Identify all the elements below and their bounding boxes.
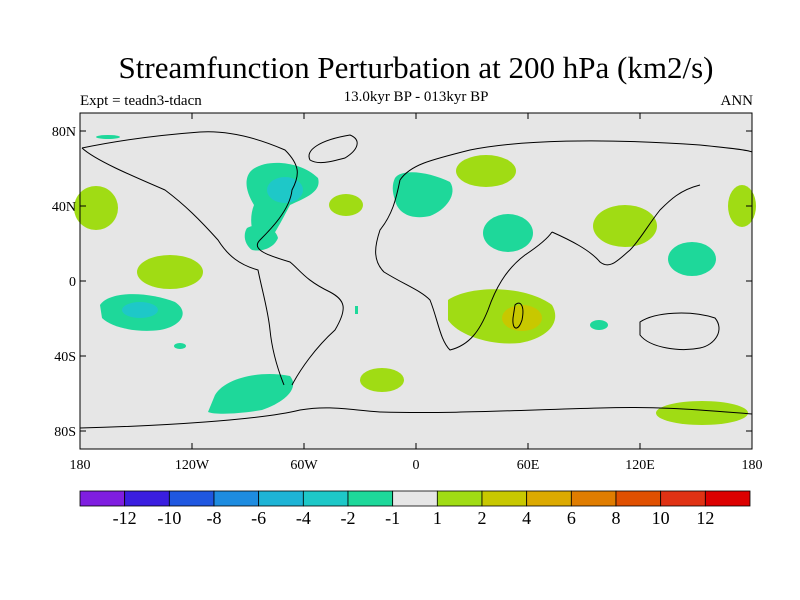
lon-label-180-west: 180 — [70, 458, 91, 473]
contour-teal-arabia — [483, 214, 533, 252]
contour-cyan-north-america — [267, 177, 303, 203]
experiment-label: Expt = teadn3-tdacn — [80, 93, 202, 109]
lat-ticks — [80, 130, 752, 432]
colorbar-label: -6 — [251, 508, 266, 528]
contour-teal-south-atlantic — [208, 374, 294, 414]
coastline-australia — [639, 312, 720, 350]
colorbar-swatch — [124, 490, 170, 507]
lon-ticks — [79, 113, 753, 449]
colorbar-swatch — [570, 490, 617, 507]
contour-fills — [74, 135, 756, 425]
contour-green-east-pacific — [137, 255, 203, 289]
contour-teal-arctic — [96, 135, 120, 139]
colorbar-swatch — [481, 490, 528, 507]
colorbar-label: -8 — [207, 508, 222, 528]
colorbar-swatch — [79, 490, 126, 507]
coastline-antarctica — [79, 406, 753, 429]
colorbar-label: 1 — [433, 508, 442, 528]
lat-label-0: 0 — [69, 275, 76, 290]
colorbar-swatch — [436, 490, 483, 507]
lat-label-80s: 80S — [54, 425, 76, 440]
colorbar-label: -10 — [157, 508, 181, 528]
colorbar-label: -4 — [296, 508, 311, 528]
coastline-eurasia-north — [399, 140, 753, 181]
coastline-americas-west — [81, 147, 285, 386]
contour-green-south-atlantic — [360, 368, 404, 392]
contour-green-china — [593, 205, 657, 247]
colorbar-swatch — [615, 490, 662, 507]
colorbar-label: 2 — [478, 508, 487, 528]
contour-green-north-atlantic — [329, 194, 363, 216]
chart-title: Streamfunction Perturbation at 200 hPa (… — [118, 50, 714, 85]
lon-labels: 180 120W 60W 0 60E 120E 180 — [70, 458, 763, 473]
colorbar-swatch — [302, 490, 349, 507]
coastline-africa — [375, 179, 553, 351]
colorbar-swatch — [704, 490, 751, 507]
coastlines — [79, 131, 753, 429]
contour-green-north-pacific-east — [728, 185, 756, 227]
coastline-madagascar — [512, 302, 524, 329]
lon-label-120e: 120E — [625, 458, 655, 473]
coastline-greenland — [308, 134, 358, 164]
colorbar-label: -2 — [341, 508, 356, 528]
contour-green-russia — [456, 155, 516, 187]
colorbar-label: -12 — [113, 508, 137, 528]
lat-label-40n: 40N — [52, 200, 76, 215]
colorbar-swatch — [526, 490, 572, 507]
contour-cyan-south-pacific — [122, 302, 158, 318]
contour-teal-caribbean — [244, 225, 278, 251]
contour-green-north-pacific-west — [74, 186, 118, 230]
colorbar-swatch — [168, 490, 215, 507]
colorbar-swatch — [213, 490, 260, 507]
colorbar-label: 10 — [652, 508, 670, 528]
colorbar-label: 6 — [567, 508, 576, 528]
contour-teal-small-pacific — [174, 343, 186, 349]
lon-label-60w: 60W — [290, 458, 318, 473]
contour-teal-europe — [392, 172, 453, 218]
lat-label-40s: 40S — [54, 350, 76, 365]
season-label: ANN — [720, 93, 754, 109]
contour-teal-indian-ocean — [590, 320, 608, 330]
colorbar — [79, 490, 751, 507]
colorbar-label: 8 — [612, 508, 621, 528]
lon-label-0: 0 — [413, 458, 420, 473]
colorbar-swatch — [392, 490, 438, 507]
contour-teal-small-atlantic — [355, 306, 358, 314]
colorbar-swatch — [660, 490, 706, 507]
lat-labels: 80N 40N 0 40S 80S — [52, 125, 76, 440]
contour-green-antarctic — [656, 401, 748, 425]
lon-label-180-east: 180 — [742, 458, 763, 473]
colorbar-swatch — [347, 490, 394, 507]
lat-label-80n: 80N — [52, 125, 76, 140]
coastline-asia-south — [551, 184, 701, 266]
colorbar-labels: -12 -10 -8 -6 -4 -2 -1 1 2 4 6 8 10 12 — [113, 508, 715, 528]
lon-label-120w: 120W — [175, 458, 210, 473]
lon-label-60e: 60E — [517, 458, 540, 473]
coastline-americas-east — [81, 131, 344, 386]
chart-subtitle: 13.0kyr BP - 013kyr BP — [343, 89, 489, 105]
colorbar-swatch — [258, 490, 304, 507]
contour-teal-west-pacific — [668, 242, 716, 276]
colorbar-label: -1 — [385, 508, 400, 528]
colorbar-label: 4 — [522, 508, 531, 528]
colorbar-label: 12 — [696, 508, 714, 528]
